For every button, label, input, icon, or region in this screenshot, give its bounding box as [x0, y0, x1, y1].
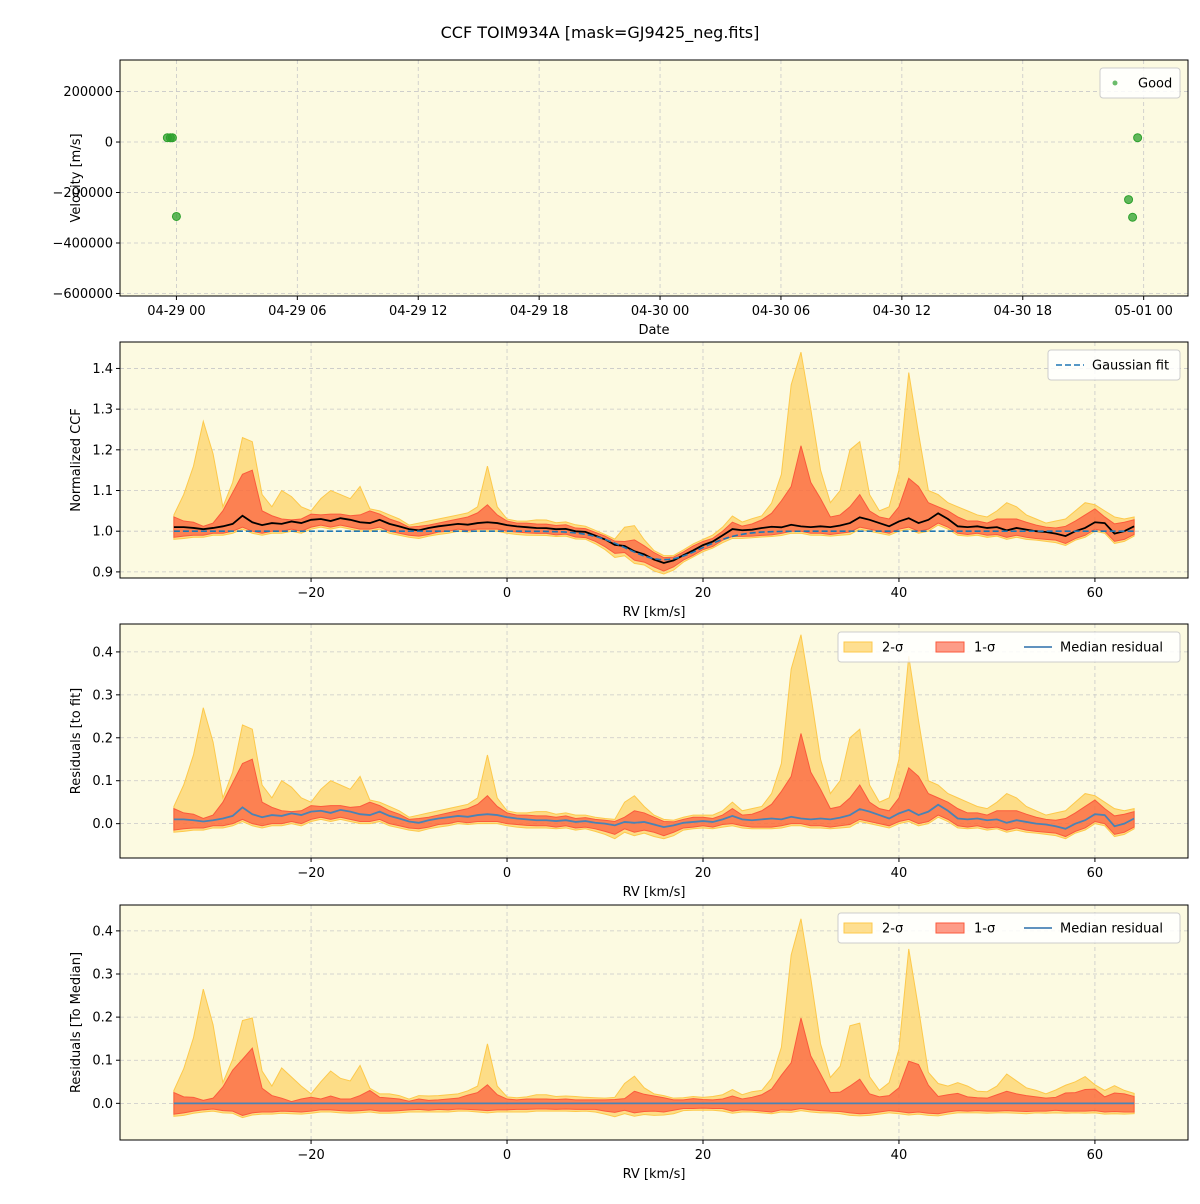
y-tick-label: 1.3 [92, 403, 113, 418]
legend-1sigma-swatch [935, 922, 965, 934]
x-tick-label: 04-30 12 [873, 304, 931, 319]
x-tick-label: 0 [503, 1148, 511, 1163]
x-tick-label: 04-29 12 [389, 304, 447, 319]
legend-label-gaussian: Gaussian fit [1092, 359, 1169, 374]
x-tick-label: 60 [1087, 1148, 1104, 1163]
velocity-time-panel: 04-29 00 04-29 06 04-29 12 04-29 18 04-30 00… [52, 59, 1189, 338]
data-point [1133, 133, 1143, 143]
y-axis-label: Residuals [to fit] [69, 688, 84, 794]
legend-2sigma-swatch [843, 641, 873, 653]
x-tick-label: −20 [297, 1148, 324, 1163]
normalized-ccf-panel: −20 0 20 40 60 0.9 1.0 1.1 1.2 1.3 1.4 RV [km/s] Nor… [69, 341, 1189, 620]
x-axis-label: RV [km/s] [623, 885, 686, 900]
legend-2sigma-swatch [843, 922, 873, 934]
data-point [1124, 195, 1134, 205]
legend-label-1sigma: 1-σ [974, 922, 995, 937]
y-tick-label: 1.1 [92, 484, 113, 499]
y-tick-label: 0.0 [92, 1097, 113, 1112]
x-tick-label: 04-30 00 [631, 304, 689, 319]
x-tick-label: 0 [503, 866, 511, 881]
legend-1sigma-swatch [935, 641, 965, 653]
data-point [167, 133, 177, 143]
band-2-sigma [173, 918, 1135, 1119]
y-tick-label: 0.4 [92, 645, 113, 660]
x-tick-label: 04-29 18 [510, 304, 568, 319]
y-tick-label: 0.2 [92, 731, 113, 746]
residuals-to-median-panel: −20 0 20 40 60 0.0 0.1 0.2 0.3 0.4 RV [km/s] Residu… [69, 904, 1189, 1182]
y-tick-label: −400000 [52, 236, 113, 251]
y-axis-label: Normalized CCF [69, 408, 84, 512]
x-tick-label: 60 [1087, 586, 1104, 601]
x-tick-label: 04-29 06 [268, 304, 326, 319]
legend [837, 631, 1181, 663]
residuals-to-fit-panel: −20 0 20 40 60 0.0 0.1 0.2 0.3 0.4 RV [km/s] Residu… [69, 623, 1189, 900]
legend-label-2sigma: 2-σ [882, 641, 903, 656]
x-tick-label: 20 [695, 866, 712, 881]
axes-frame [119, 904, 1189, 1141]
median-residual-line [173, 803, 1135, 830]
y-tick-label: 1.2 [92, 443, 113, 458]
y-tick-label: 0.1 [92, 1054, 113, 1069]
x-tick-label: −20 [297, 586, 324, 601]
y-tick-label: −600000 [52, 287, 113, 302]
legend [1099, 67, 1181, 99]
y-tick-label: 0.0 [92, 817, 113, 832]
plot-area [120, 60, 1188, 296]
y-tick-label: 0 [105, 136, 113, 151]
legend [837, 912, 1181, 944]
legend-label-median: Median residual [1060, 922, 1163, 937]
y-axis-label: Velocity [m/s] [69, 133, 84, 222]
y-tick-label: 0.3 [92, 688, 113, 703]
band-1-sigma [173, 733, 1135, 838]
x-tick-label: 04-29 00 [147, 304, 205, 319]
x-axis-label: RV [km/s] [623, 605, 686, 620]
legend-label-median: Median residual [1060, 641, 1163, 656]
x-axis-label: Date [638, 323, 669, 338]
x-tick-label: 60 [1087, 866, 1104, 881]
x-tick-label: 20 [695, 1148, 712, 1163]
y-tick-label: 0.3 [92, 967, 113, 982]
axes-frame [119, 341, 1189, 579]
legend-marker-good [1112, 80, 1118, 86]
band-1-sigma [173, 1017, 1135, 1116]
axes-frame [119, 623, 1189, 859]
x-tick-label: 20 [695, 586, 712, 601]
figure-title: CCF TOIM934A [mask=GJ9425_neg.fits] [441, 23, 760, 43]
legend [1047, 349, 1181, 381]
y-tick-label: 0.9 [92, 565, 113, 580]
y-tick-label: 0.1 [92, 774, 113, 789]
x-tick-label: 40 [891, 1148, 908, 1163]
y-tick-label: 1.0 [92, 525, 113, 540]
y-tick-label: 1.4 [92, 362, 113, 377]
legend-label-2sigma: 2-σ [882, 922, 903, 937]
x-tick-label: 04-30 06 [752, 304, 810, 319]
x-tick-label: 40 [891, 586, 908, 601]
x-tick-label: −20 [297, 866, 324, 881]
y-tick-label: −200000 [52, 186, 113, 201]
plot-area [120, 342, 1188, 578]
x-tick-label: 04-30 18 [994, 304, 1052, 319]
x-tick-label: 05-01 00 [1114, 304, 1172, 319]
legend-label-1sigma: 1-σ [974, 641, 995, 656]
y-tick-label: 0.4 [92, 924, 113, 939]
y-axis-label: Residuals [To Median] [69, 952, 84, 1093]
band-1-sigma [173, 445, 1135, 572]
x-axis-label: RV [km/s] [623, 1167, 686, 1182]
data-point [1128, 212, 1138, 222]
x-tick-label: 0 [503, 586, 511, 601]
legend-label-good: Good [1138, 77, 1172, 92]
y-tick-label: 0.2 [92, 1011, 113, 1026]
x-tick-label: 40 [891, 866, 908, 881]
band-2-sigma [173, 634, 1135, 840]
axes-frame [119, 59, 1189, 297]
data-point [171, 211, 181, 221]
ccf-median-line [173, 512, 1135, 564]
y-tick-label: 200000 [63, 85, 113, 100]
